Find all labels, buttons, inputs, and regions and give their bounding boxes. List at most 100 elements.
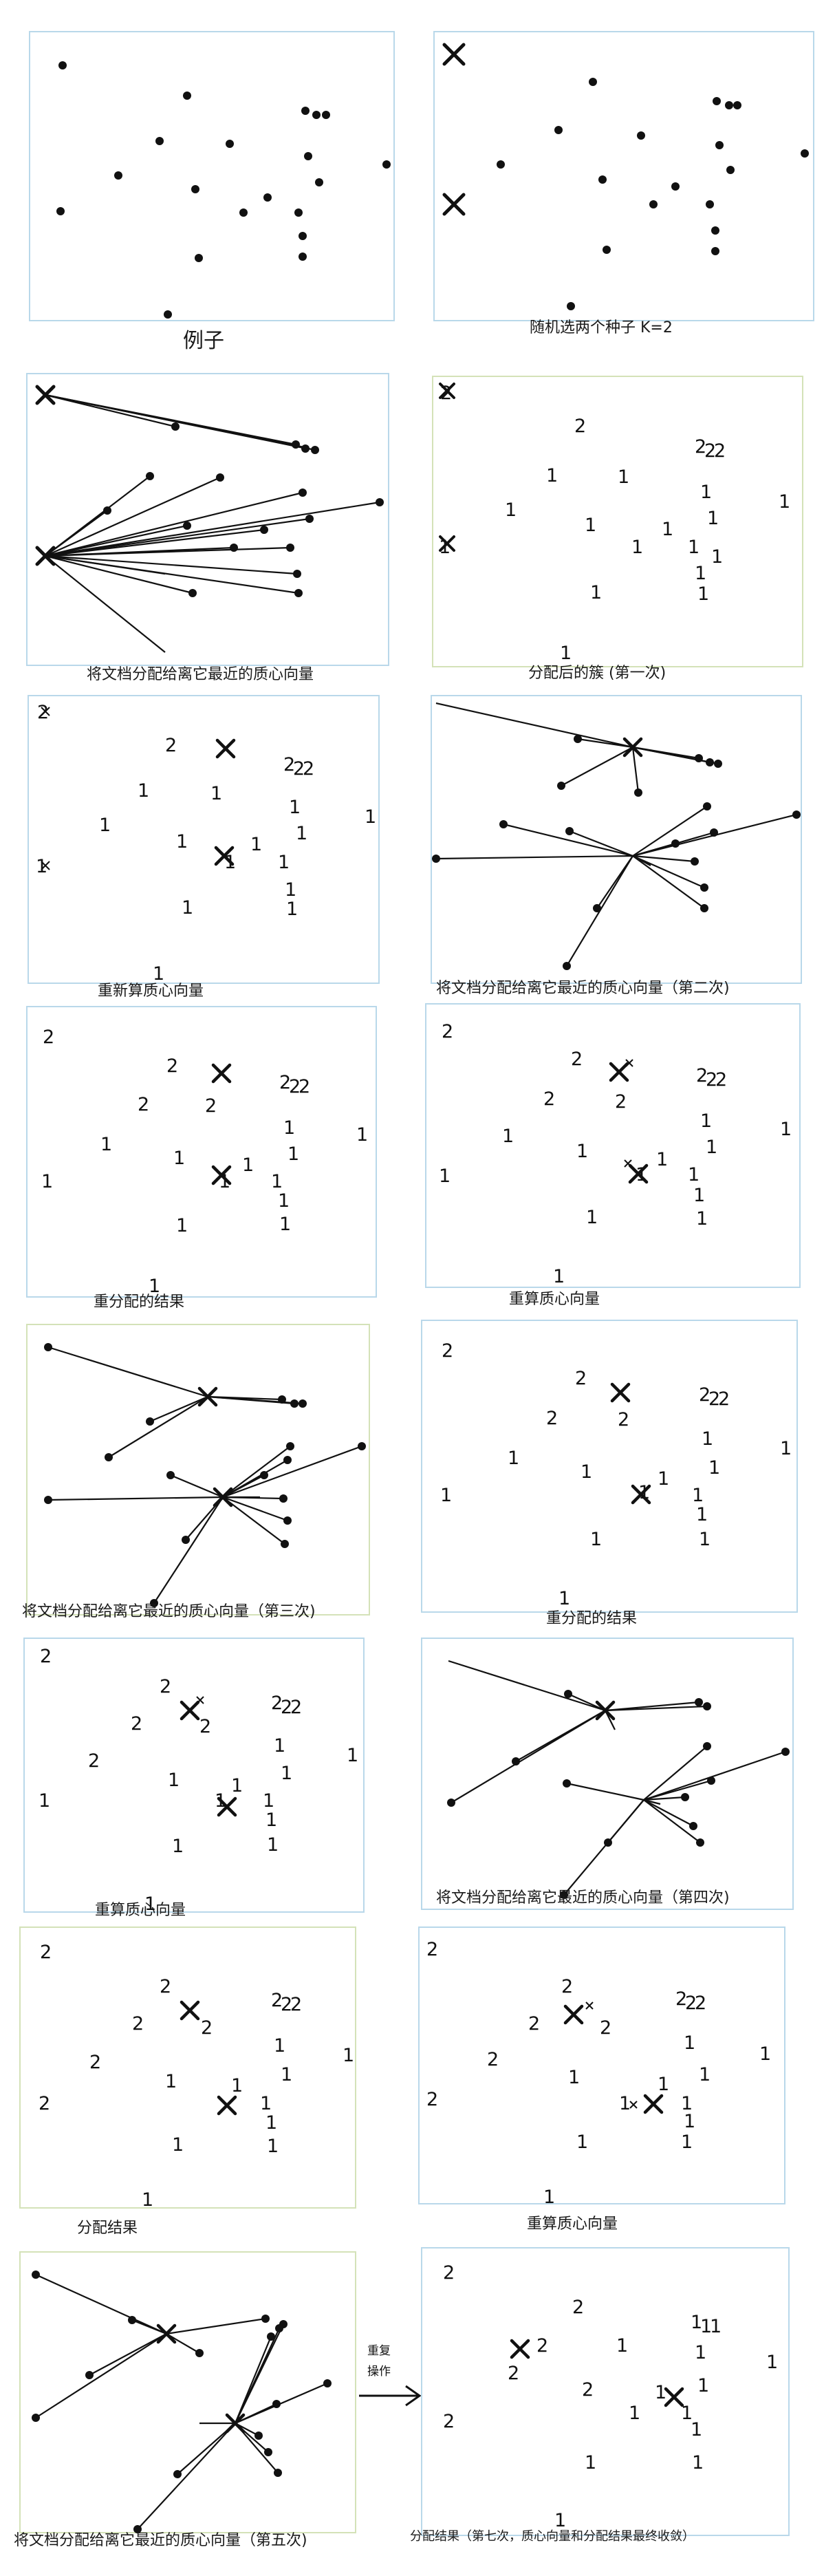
svg-text:1: 1 bbox=[274, 2035, 285, 2057]
svg-text:1: 1 bbox=[585, 2452, 596, 2473]
svg-text:1: 1 bbox=[242, 1155, 254, 1176]
svg-text:1: 1 bbox=[688, 537, 700, 558]
svg-text:1: 1 bbox=[700, 1110, 712, 1132]
svg-text:1: 1 bbox=[144, 1893, 156, 1915]
assignment-diagram bbox=[32, 2271, 332, 2533]
centroid-marks bbox=[595, 1700, 616, 1721]
cluster-labels: 222 221 1 11 111 111 111 111 bbox=[439, 383, 790, 664]
svg-text:2: 2 bbox=[160, 1676, 171, 1697]
svg-text:1: 1 bbox=[165, 2071, 177, 2092]
svg-text:1: 1 bbox=[278, 1190, 290, 1212]
svg-text:2: 2 bbox=[442, 1340, 453, 1362]
svg-text:2: 2 bbox=[706, 1069, 717, 1091]
svg-text:1: 1 bbox=[708, 1457, 720, 1479]
svg-text:1: 1 bbox=[215, 1790, 226, 1812]
svg-text:2: 2 bbox=[696, 1065, 708, 1086]
svg-text:2: 2 bbox=[289, 1076, 301, 1097]
svg-text:2: 2 bbox=[708, 1388, 720, 1410]
svg-text:1: 1 bbox=[281, 2064, 292, 2085]
svg-text:1: 1 bbox=[278, 852, 290, 873]
svg-text:1: 1 bbox=[153, 963, 164, 985]
svg-text:1: 1 bbox=[559, 1588, 570, 1609]
svg-text:1: 1 bbox=[149, 1276, 160, 1297]
cluster-labels: 222 222 211 11 1 111 111 11 bbox=[439, 1021, 792, 1287]
svg-text:1: 1 bbox=[697, 2375, 709, 2396]
svg-text:1: 1 bbox=[576, 1141, 588, 1162]
svg-text:1: 1 bbox=[581, 1461, 592, 1483]
svg-text:2: 2 bbox=[271, 1693, 283, 1714]
panel-9 bbox=[26, 1324, 370, 1616]
centroid-marks bbox=[197, 1386, 233, 1507]
caption-2: 随机选两个种子 K=2 bbox=[530, 319, 673, 336]
svg-text:1: 1 bbox=[356, 1124, 368, 1146]
centroid-marks bbox=[180, 1700, 237, 1817]
centroid-marks bbox=[439, 383, 455, 552]
svg-text:1: 1 bbox=[711, 546, 723, 568]
caption-11: 重算质心向量 bbox=[95, 1902, 186, 1919]
svg-text:1: 1 bbox=[695, 563, 706, 584]
repeat-label: 重复 操作 bbox=[367, 2341, 391, 2382]
svg-text:1: 1 bbox=[505, 500, 517, 521]
svg-text:1: 1 bbox=[508, 1448, 519, 1469]
svg-text:2: 2 bbox=[618, 1409, 629, 1430]
caption-6: 将文档分配给离它最近的质心向量（第二次) bbox=[436, 980, 730, 997]
panel-2 bbox=[433, 31, 814, 321]
panel-12 bbox=[421, 1638, 794, 1910]
svg-text:2: 2 bbox=[426, 2089, 438, 2110]
svg-text:1: 1 bbox=[283, 1117, 295, 1139]
svg-text:2: 2 bbox=[715, 1069, 727, 1091]
panel-15 bbox=[19, 2251, 356, 2533]
svg-text:2: 2 bbox=[600, 2017, 611, 2039]
svg-text:1: 1 bbox=[439, 1166, 451, 1187]
svg-text:1: 1 bbox=[343, 2045, 354, 2066]
svg-text:1: 1 bbox=[231, 2075, 243, 2096]
svg-text:1: 1 bbox=[681, 2403, 693, 2424]
svg-text:1: 1 bbox=[176, 831, 188, 852]
svg-text:1: 1 bbox=[684, 2032, 695, 2054]
svg-text:2: 2 bbox=[443, 2411, 455, 2432]
caption-1: 例子 bbox=[183, 329, 224, 353]
svg-text:1: 1 bbox=[707, 508, 719, 529]
centroid-marks bbox=[610, 1382, 651, 1505]
svg-text:2: 2 bbox=[543, 1088, 555, 1110]
svg-text:1: 1 bbox=[39, 1790, 50, 1812]
svg-text:1: 1 bbox=[281, 1763, 292, 1784]
svg-text:2: 2 bbox=[293, 758, 305, 780]
svg-text:2: 2 bbox=[536, 2335, 548, 2357]
caption-4: 分配后的簇 (第一次) bbox=[528, 665, 666, 682]
svg-text:1: 1 bbox=[265, 1810, 277, 1831]
caption-7: 重分配的结果 bbox=[94, 1294, 185, 1311]
panel-3 bbox=[26, 373, 389, 666]
svg-text:1: 1 bbox=[766, 2352, 778, 2373]
svg-text:2: 2 bbox=[281, 1994, 292, 2015]
svg-text:1: 1 bbox=[662, 519, 673, 540]
svg-text:1: 1 bbox=[780, 1438, 792, 1459]
svg-text:2: 2 bbox=[718, 1388, 730, 1410]
caption-12: 将文档分配给离它最近的质心向量（第四次) bbox=[436, 1889, 730, 1907]
assignment-diagram bbox=[432, 702, 801, 970]
svg-text:1: 1 bbox=[658, 2074, 669, 2095]
svg-text:1: 1 bbox=[173, 1148, 185, 1169]
centroid-marks bbox=[35, 385, 56, 566]
svg-text:1: 1 bbox=[585, 515, 596, 536]
centroid-marks bbox=[510, 2339, 684, 2407]
svg-text:1: 1 bbox=[263, 1790, 274, 1812]
svg-text:1: 1 bbox=[260, 2093, 272, 2114]
svg-text:1: 1 bbox=[636, 1164, 647, 1185]
svg-text:1: 1 bbox=[267, 1834, 279, 1856]
svg-text:1: 1 bbox=[172, 2134, 184, 2156]
centroid-marks bbox=[622, 737, 643, 758]
svg-text:1: 1 bbox=[142, 2189, 153, 2211]
scatter-plot bbox=[56, 61, 391, 319]
svg-text:2: 2 bbox=[290, 1994, 302, 2015]
svg-text:2: 2 bbox=[39, 2093, 50, 2114]
svg-text:2: 2 bbox=[426, 1939, 438, 1960]
svg-text:1: 1 bbox=[629, 2403, 640, 2424]
scatter-plot bbox=[442, 43, 809, 310]
